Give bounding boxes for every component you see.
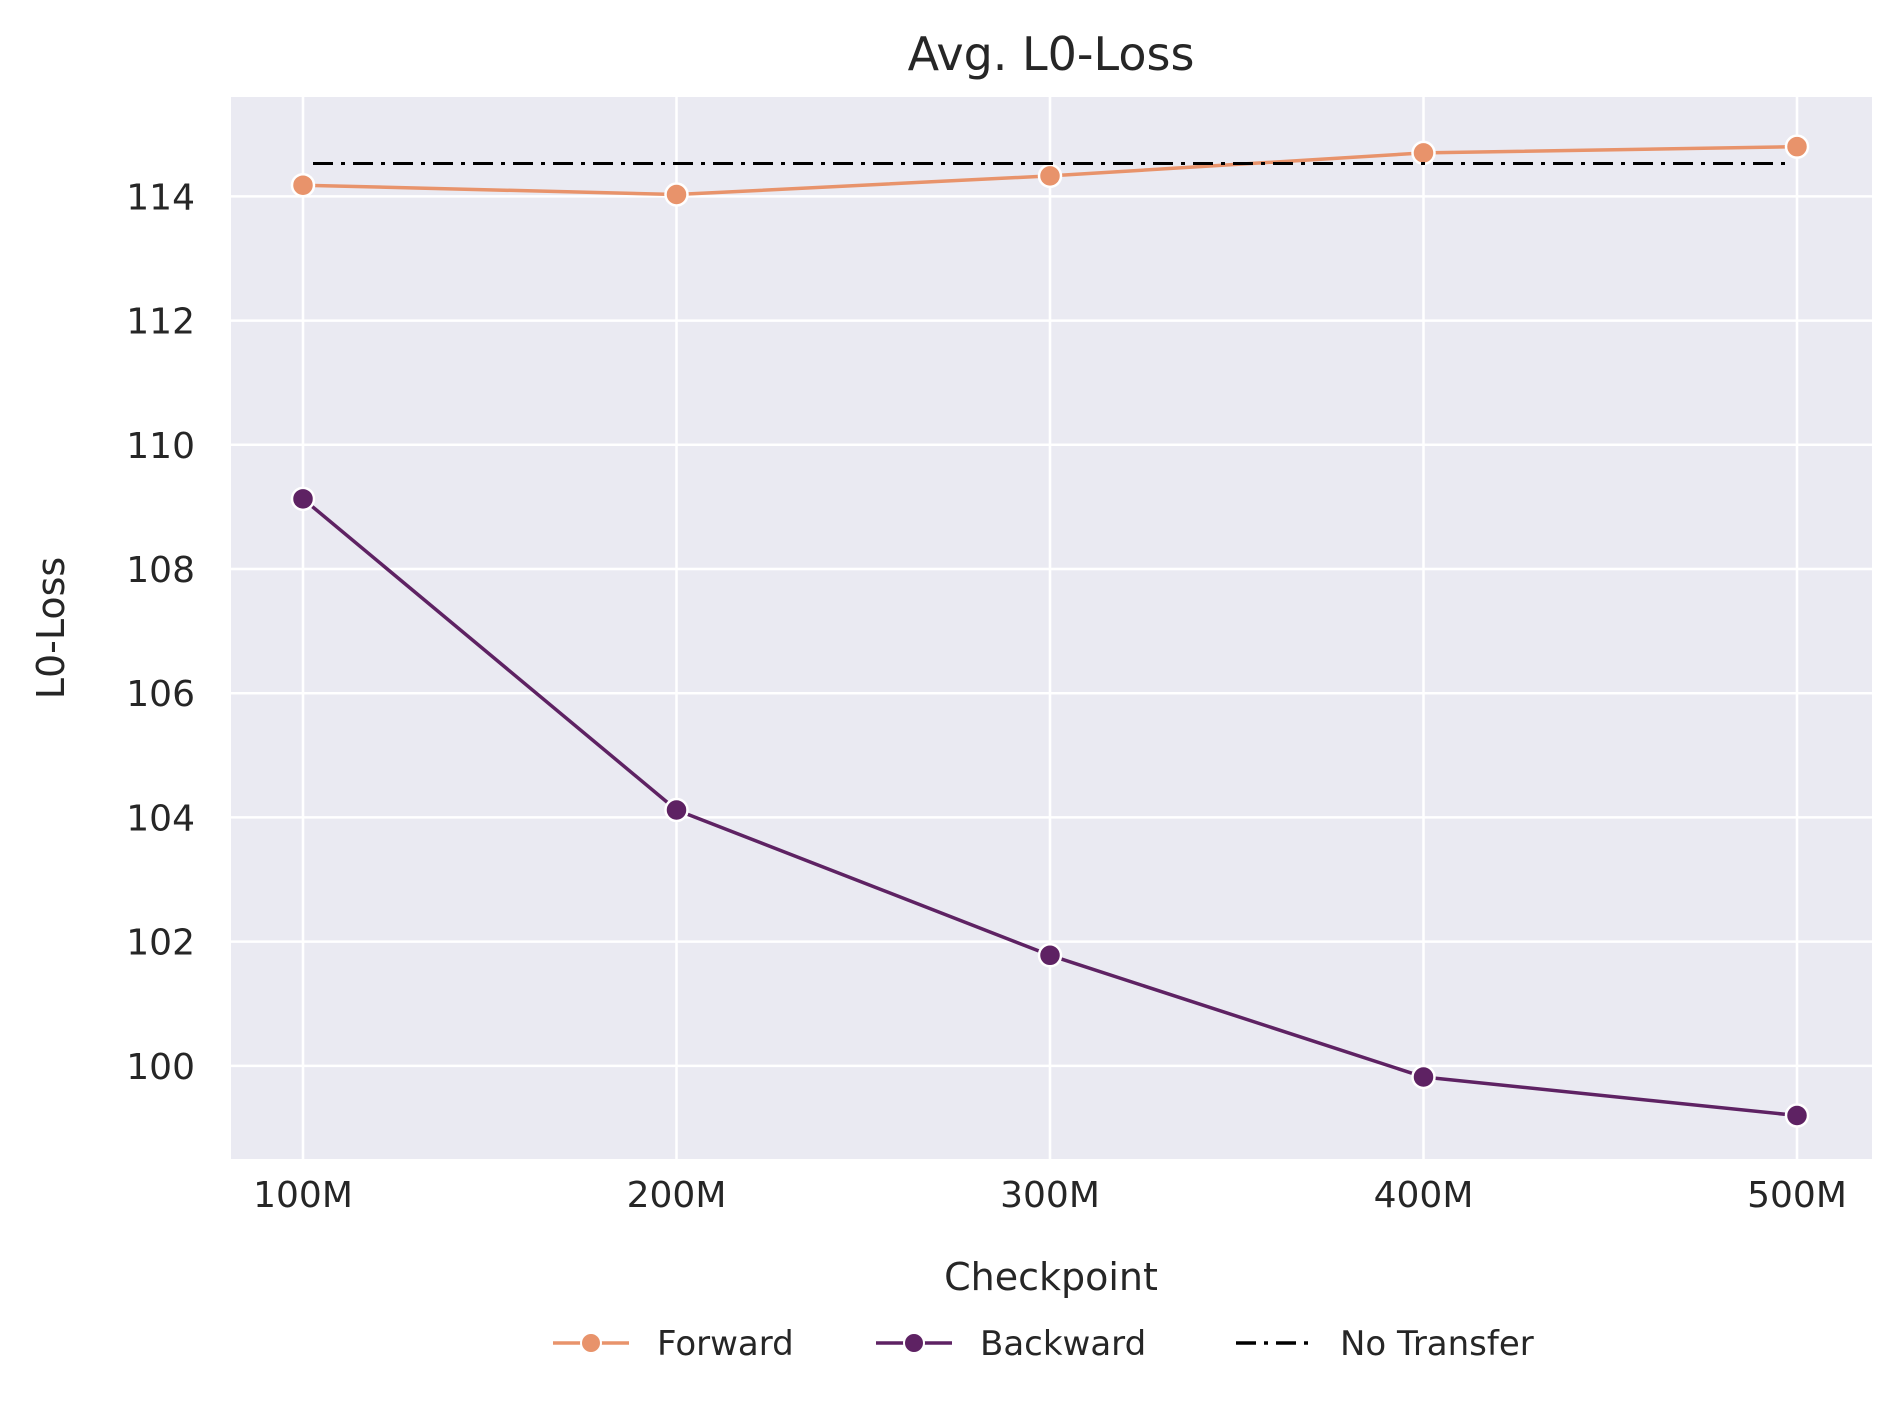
y-tick-label: 114 xyxy=(126,177,195,218)
legend-label: No Transfer xyxy=(1340,1324,1534,1364)
tick-labels: 100M 200M 300M 400M 500M 100 102 104 106 108 110 11… xyxy=(126,177,1847,1216)
y-axis-label: L0-Loss xyxy=(29,557,73,699)
data-point xyxy=(1037,943,1063,968)
series-forward xyxy=(290,134,1810,207)
x-axis-label: Checkpoint xyxy=(944,1255,1158,1299)
y-tick-label: 102 xyxy=(126,923,195,964)
x-tick-label: 100M xyxy=(253,1175,353,1216)
legend-item: Backward xyxy=(876,1324,1146,1364)
legend-label: Backward xyxy=(980,1324,1146,1364)
y-tick-label: 110 xyxy=(126,426,195,467)
legend-item: No Transfer xyxy=(1236,1324,1534,1364)
y-tick-label: 100 xyxy=(126,1047,195,1088)
series-backward xyxy=(290,486,1810,1128)
y-tick-label: 108 xyxy=(126,550,195,591)
grid xyxy=(231,97,1872,1159)
data-point xyxy=(290,172,316,198)
y-tick-label: 112 xyxy=(126,302,195,343)
legend: Forward Backward No Transfer xyxy=(553,1324,1534,1364)
data-point xyxy=(290,486,316,512)
x-tick-label: 200M xyxy=(627,1175,727,1216)
legend-item: Forward xyxy=(553,1324,794,1364)
data-point xyxy=(1411,140,1436,166)
legend-marker xyxy=(903,1332,925,1354)
x-tick-label: 500M xyxy=(1747,1175,1847,1216)
legend-label: Forward xyxy=(657,1324,794,1364)
data-point xyxy=(664,182,689,207)
chart-title: Avg. L0-Loss xyxy=(908,27,1195,81)
y-tick-label: 104 xyxy=(126,798,195,839)
x-tick-label: 400M xyxy=(1374,1175,1474,1216)
series-layer xyxy=(290,134,1810,1128)
y-tick-label: 106 xyxy=(126,674,195,715)
data-point xyxy=(1784,1103,1810,1128)
data-point xyxy=(1037,163,1063,189)
data-point xyxy=(1784,134,1810,159)
x-tick-label: 300M xyxy=(1000,1175,1100,1216)
data-point xyxy=(1411,1064,1436,1090)
data-point xyxy=(664,797,689,823)
plot-area xyxy=(231,97,1872,1159)
legend-marker xyxy=(580,1332,602,1354)
